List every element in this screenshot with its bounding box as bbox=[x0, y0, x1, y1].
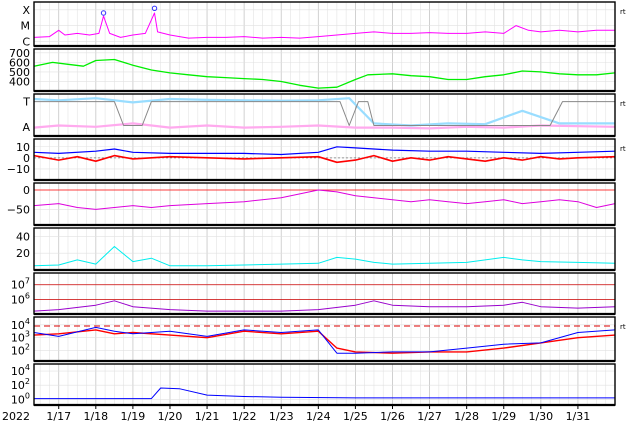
panel-dst-bg bbox=[34, 183, 615, 225]
tick-label-proton: 103 bbox=[11, 330, 30, 345]
tick-label-bz: −10 bbox=[7, 163, 30, 176]
panel-electron-bg bbox=[34, 273, 615, 314]
date-tick-label: 1/20 bbox=[158, 410, 183, 423]
date-tick-label: 1/24 bbox=[306, 410, 331, 423]
temp-a-line bbox=[33, 122, 616, 130]
flare-marker bbox=[151, 5, 158, 11]
tick-label-density: 40 bbox=[16, 230, 30, 243]
xray-flux-line bbox=[33, 12, 615, 39]
date-tick-label: 1/31 bbox=[566, 410, 591, 423]
panel-density-bg bbox=[34, 228, 615, 270]
date-tick-label: 1/30 bbox=[528, 410, 553, 423]
bt-line bbox=[33, 146, 616, 156]
tick-label-low_proton: 104 bbox=[11, 363, 30, 378]
rt-marker: rt bbox=[620, 100, 626, 108]
date-tick-label: 1/26 bbox=[380, 410, 405, 423]
tick-label-density: 20 bbox=[16, 247, 30, 260]
date-tick-label: 1/29 bbox=[491, 410, 516, 423]
panel-proton-bg bbox=[34, 317, 615, 361]
panel-speed-bg bbox=[34, 49, 615, 91]
tick-label-proton: 102 bbox=[11, 343, 30, 358]
proton-flux-red-line bbox=[33, 329, 616, 354]
date-tick-label: 1/17 bbox=[46, 410, 71, 423]
tick-label-low_proton: 100 bbox=[11, 391, 30, 406]
tick-label-dst: 0 bbox=[23, 184, 30, 197]
rt-marker: rt bbox=[620, 145, 626, 153]
dst-index-line bbox=[33, 189, 616, 210]
year-label: 2022 bbox=[2, 410, 30, 423]
proton-flux-blue-line bbox=[33, 326, 616, 354]
low-energy-proton-line bbox=[34, 387, 615, 400]
tick-label-xray: X bbox=[22, 4, 30, 17]
tick-label-temp-a: A bbox=[22, 121, 30, 134]
rt-marker: rt bbox=[620, 8, 626, 16]
date-tick-label: 1/28 bbox=[454, 410, 479, 423]
tick-label-temp-t: T bbox=[22, 96, 30, 109]
bz-line bbox=[33, 154, 616, 164]
tick-label-xray: M bbox=[21, 20, 31, 33]
date-tick-label: 1/21 bbox=[195, 410, 220, 423]
date-tick-label: 1/19 bbox=[121, 410, 146, 423]
tick-label-bz: 10 bbox=[16, 141, 30, 154]
tick-label-speed: 600 bbox=[9, 56, 30, 69]
tick-label-speed: 500 bbox=[9, 66, 30, 79]
tick-label-bz: 0 bbox=[23, 152, 30, 165]
date-tick-label: 1/25 bbox=[343, 410, 368, 423]
solar-wind-speed-line bbox=[33, 58, 616, 89]
date-tick-label: 1/22 bbox=[232, 410, 257, 423]
tick-label-proton: 104 bbox=[11, 317, 30, 332]
date-tick-label: 1/18 bbox=[83, 410, 108, 423]
date-tick-label: 1/23 bbox=[269, 410, 294, 423]
flare-marker bbox=[100, 10, 107, 16]
tick-label-xray: C bbox=[22, 35, 30, 48]
temp-t-line bbox=[33, 97, 615, 127]
tick-label-electron: 106 bbox=[11, 291, 30, 306]
panel-xray-bg bbox=[34, 2, 615, 46]
tick-label-dst: −50 bbox=[7, 203, 30, 216]
rt-marker: rt bbox=[620, 323, 626, 331]
tick-label-speed: 700 bbox=[9, 47, 30, 60]
tick-label-electron: 107 bbox=[11, 277, 30, 292]
tick-label-speed: 400 bbox=[9, 75, 30, 88]
tick-label-low_proton: 102 bbox=[11, 377, 30, 392]
proton-density-line bbox=[33, 246, 616, 267]
temp-model-line bbox=[34, 101, 615, 126]
electron-flux-line bbox=[33, 300, 616, 312]
panel-temp-bg bbox=[34, 94, 615, 136]
date-tick-label: 1/27 bbox=[417, 410, 442, 423]
